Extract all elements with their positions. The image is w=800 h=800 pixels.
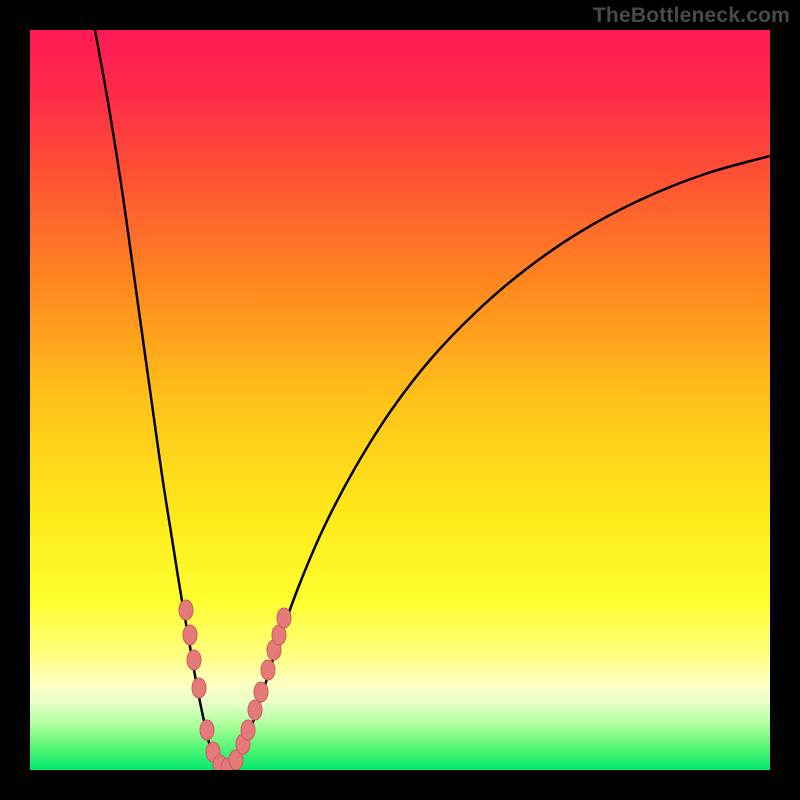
data-marker <box>277 608 291 628</box>
data-marker <box>183 625 197 645</box>
data-marker <box>200 720 214 740</box>
data-marker <box>248 700 262 720</box>
data-marker <box>261 660 275 680</box>
bottleneck-chart <box>30 30 770 770</box>
watermark-text: TheBottleneck.com <box>593 4 790 28</box>
outer-frame: TheBottleneck.com <box>0 0 800 800</box>
data-marker <box>187 650 201 670</box>
data-marker <box>179 600 193 620</box>
chart-area <box>30 30 770 770</box>
data-marker <box>192 678 206 698</box>
data-marker <box>254 682 268 702</box>
data-marker <box>241 720 255 740</box>
